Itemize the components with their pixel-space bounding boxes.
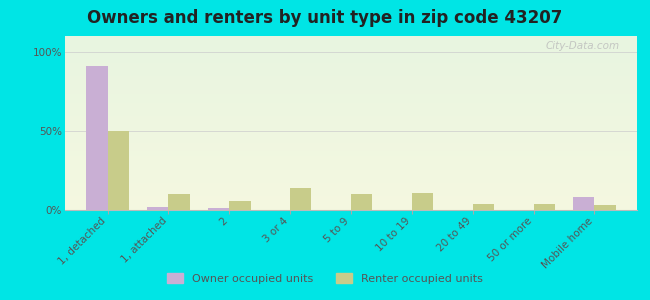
- Bar: [473, 204, 494, 210]
- Bar: [86, 66, 108, 210]
- Text: Owners and renters by unit type in zip code 43207: Owners and renters by unit type in zip c…: [87, 9, 563, 27]
- Bar: [412, 193, 433, 210]
- Bar: [229, 200, 251, 210]
- Legend: Owner occupied units, Renter occupied units: Owner occupied units, Renter occupied un…: [162, 269, 488, 288]
- Bar: [351, 194, 372, 210]
- Text: City-Data.com: City-Data.com: [546, 41, 620, 51]
- Bar: [168, 194, 190, 210]
- Bar: [290, 188, 311, 210]
- Bar: [534, 204, 555, 210]
- Bar: [208, 208, 229, 210]
- Bar: [594, 205, 616, 210]
- Bar: [147, 207, 168, 210]
- Bar: [108, 131, 129, 210]
- Bar: [573, 197, 594, 210]
